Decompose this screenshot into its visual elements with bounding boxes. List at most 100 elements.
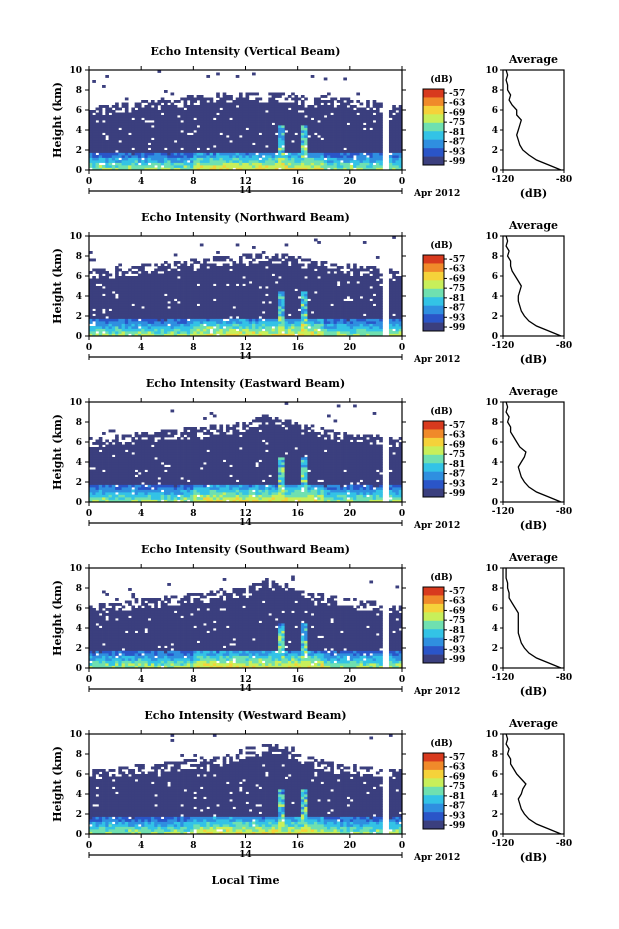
- heatmap-cell: [353, 105, 357, 108]
- heatmap-cell: [102, 281, 106, 284]
- heatmap-cell: [238, 268, 243, 272]
- heatmap-cell: [330, 167, 334, 171]
- heatmap-cell: [232, 261, 237, 264]
- heatmap-cell: [95, 301, 100, 304]
- heatmap-cell: [170, 105, 175, 108]
- heatmap-cell: [147, 155, 152, 158]
- heatmap-cell: [369, 318, 374, 322]
- heatmap-cell: [196, 137, 201, 141]
- heatmap-cell: [206, 263, 211, 267]
- heatmap-cell: [252, 313, 256, 317]
- heatmap-cell: [238, 160, 243, 163]
- heatmap-cell: [222, 293, 227, 297]
- heatmap-cell: [330, 107, 334, 111]
- heatmap-cell: [118, 162, 123, 166]
- heatmap-cell: [124, 326, 129, 329]
- heatmap-cell: [235, 296, 240, 299]
- heatmap-cell: [258, 261, 263, 264]
- heatmap-cell: [222, 165, 227, 168]
- heatmap-cell: [274, 95, 279, 98]
- heatmap-cell: [98, 321, 103, 324]
- heatmap-cell: [359, 122, 364, 126]
- heatmap-cell: [134, 165, 139, 168]
- heatmap-cell: [252, 293, 256, 297]
- heatmap-cell: [167, 105, 171, 108]
- heatmap-cell: [134, 301, 139, 304]
- heatmap-cell: [271, 147, 276, 151]
- heatmap-cell: [359, 107, 364, 111]
- heatmap-cell: [294, 298, 299, 302]
- heatmap-cell: [193, 147, 197, 151]
- heatmap-cell: [157, 145, 162, 148]
- heatmap-cell: [105, 271, 109, 274]
- heatmap-cell: [173, 125, 178, 128]
- heatmap-cell: [98, 160, 103, 163]
- heatmap-cell: [160, 160, 165, 163]
- heatmap-cell: [245, 167, 250, 171]
- x-tick-label: 4: [138, 177, 144, 187]
- heatmap-cell: [157, 132, 162, 136]
- heatmap-cell: [304, 308, 308, 312]
- heatmap-cell: [193, 291, 197, 294]
- heatmap-cell: [134, 157, 139, 161]
- heatmap-cell: [248, 293, 253, 297]
- heatmap-cell: [238, 127, 243, 131]
- heatmap-cell: [190, 102, 194, 106]
- heatmap-cell: [271, 256, 276, 259]
- heatmap-cell: [265, 296, 269, 299]
- heatmap-cell: [108, 286, 113, 289]
- heatmap-cell: [147, 125, 152, 128]
- heatmap-cell: [310, 155, 315, 158]
- heatmap-cell: [206, 120, 211, 123]
- heatmap-cell: [232, 286, 237, 289]
- heatmap-cell: [284, 137, 289, 141]
- heatmap-cell: [300, 328, 305, 332]
- heatmap-cell: [177, 328, 181, 332]
- heatmap-cell: [199, 122, 204, 126]
- heatmap-cell: [304, 296, 308, 299]
- heatmap-cell: [388, 140, 393, 143]
- heatmap-cell: [105, 130, 109, 133]
- heatmap-cell: [343, 326, 347, 329]
- heatmap-cell: [183, 105, 188, 108]
- heatmap-cell: [278, 122, 282, 126]
- heatmap-cell: [271, 130, 276, 133]
- heatmap-cell: [173, 137, 178, 141]
- heatmap-cell: [167, 318, 171, 322]
- heatmap-cell: [388, 130, 393, 133]
- heatmap-cell: [102, 125, 106, 128]
- heatmap-cell: [177, 120, 181, 123]
- heatmap-cell: [281, 306, 286, 309]
- heatmap-cell: [193, 160, 197, 163]
- heatmap-cell: [327, 125, 331, 128]
- heatmap-cell: [362, 291, 367, 294]
- heatmap-cell: [398, 162, 403, 166]
- heatmap-cell: [330, 316, 334, 319]
- heatmap-cell: [261, 333, 266, 337]
- heatmap-cell: [346, 323, 351, 327]
- heatmap-cell: [147, 152, 152, 156]
- heatmap-cell: [212, 147, 217, 151]
- heatmap-cell: [300, 323, 305, 327]
- heatmap-cell: [98, 326, 103, 329]
- heatmap-cell: [170, 326, 175, 329]
- heatmap-cell: [111, 281, 116, 284]
- heatmap-cell: [287, 105, 292, 108]
- heatmap-cell: [248, 263, 253, 267]
- heatmap-cell: [98, 145, 103, 148]
- heatmap-cell: [167, 281, 171, 284]
- heatmap-cell: [180, 125, 184, 128]
- heatmap-cell: [313, 110, 318, 113]
- heatmap-cell: [392, 115, 396, 118]
- heatmap-cell: [163, 273, 168, 277]
- heatmap-cell: [98, 115, 103, 118]
- heatmap-cell: [199, 263, 204, 267]
- heatmap-cell: [89, 115, 93, 118]
- heatmap-cell: [284, 155, 289, 158]
- heatmap-cell: [89, 318, 93, 322]
- heatmap-cell: [141, 318, 145, 322]
- heatmap-cell: [157, 135, 162, 138]
- heatmap-cell: [353, 293, 357, 297]
- heatmap-cell: [291, 306, 295, 309]
- heatmap-cell: [313, 286, 318, 289]
